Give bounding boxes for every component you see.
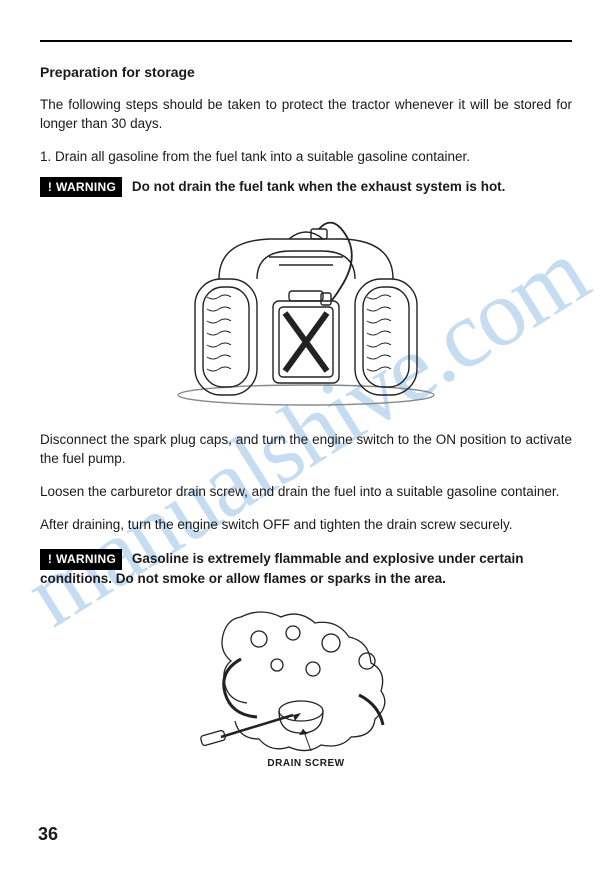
page-number: 36 <box>38 824 58 845</box>
warning-label: WARNING <box>56 552 116 566</box>
warning-2: !WARNING Gasoline is extremely flammable… <box>40 549 572 589</box>
warning-icon: ! <box>44 551 56 568</box>
warning-label: WARNING <box>56 180 116 194</box>
warning-1: !WARNING Do not drain the fuel tank when… <box>40 177 572 198</box>
warning-badge-1: !WARNING <box>40 177 122 198</box>
step-1: 1. Drain all gasoline from the fuel tank… <box>40 148 572 167</box>
paragraph-after: After draining, turn the engine switch O… <box>40 516 572 535</box>
tractor-rear-svg <box>161 207 451 412</box>
paragraph-loosen: Loosen the carburetor drain screw, and d… <box>40 483 572 502</box>
section-heading: Preparation for storage <box>40 64 572 80</box>
figure-tractor-rear <box>40 207 572 417</box>
figure-2-caption: DRAIN SCREW <box>40 758 572 769</box>
drain-screw-svg <box>181 599 431 759</box>
figure-drain-screw: DRAIN SCREW <box>40 599 572 769</box>
warning-icon: ! <box>44 179 56 196</box>
top-rule <box>40 40 572 42</box>
warning-1-text: Do not drain the fuel tank when the exha… <box>132 179 506 194</box>
paragraph-disconnect: Disconnect the spark plug caps, and turn… <box>40 431 572 469</box>
warning-badge-2: !WARNING <box>40 549 122 570</box>
intro-paragraph: The following steps should be taken to p… <box>40 96 572 134</box>
